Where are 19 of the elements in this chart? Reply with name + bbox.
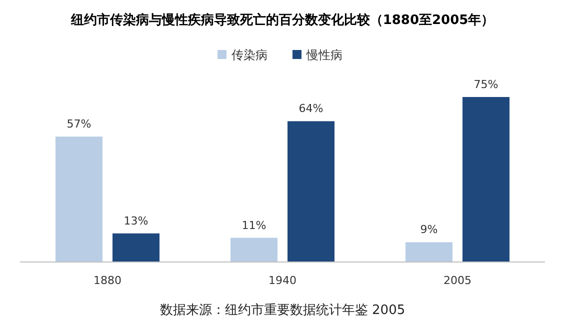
chart-title: 纽约市传染病与慢性疾病导致死亡的百分数变化比较（1880至2005年） [70,12,494,28]
data-label: 64% [298,102,324,116]
bar [462,97,510,262]
data-label: 9% [420,223,438,236]
bar [230,238,278,262]
x-tick-label: 1880 [94,274,122,287]
bar [288,121,334,262]
bar [112,233,160,262]
legend-label: 传染病 [232,48,268,62]
bar [406,242,452,262]
data-label: 13% [124,214,148,228]
bar [56,136,102,262]
source-note: 数据来源：纽约市重要数据统计年鉴 2005 [160,303,406,318]
data-label: 57% [66,118,92,131]
data-label: 11% [242,218,266,232]
data-label: 75% [474,78,498,91]
x-tick-label: 2005 [444,274,472,287]
x-tick-label: 1940 [268,274,296,287]
legend-label: 慢性病 [306,48,342,62]
